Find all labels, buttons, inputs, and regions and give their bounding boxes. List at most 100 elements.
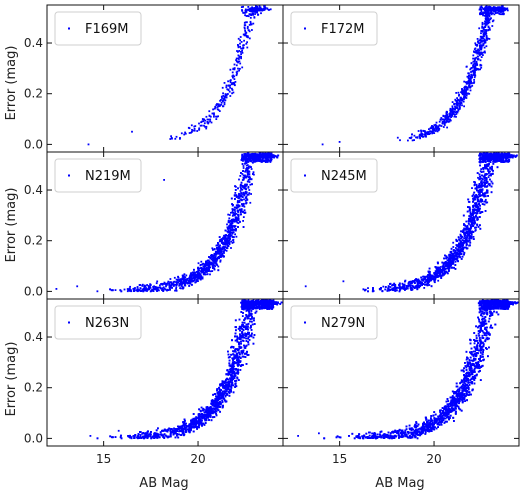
data-point xyxy=(487,37,489,40)
data-point xyxy=(174,283,177,286)
data-point xyxy=(453,103,455,106)
data-point xyxy=(488,14,491,17)
y-tick-label: 0.0 xyxy=(24,137,43,151)
data-point xyxy=(215,244,218,247)
data-point xyxy=(209,273,211,276)
data-point xyxy=(474,44,477,46)
data-point xyxy=(461,93,464,96)
data-point xyxy=(172,281,175,284)
data-point xyxy=(158,286,161,289)
data-point xyxy=(252,156,255,159)
data-point xyxy=(229,68,232,71)
data-point xyxy=(435,121,438,124)
data-point xyxy=(474,58,476,61)
data-point xyxy=(486,6,488,9)
data-point xyxy=(408,137,411,139)
data-point xyxy=(424,133,427,136)
data-point xyxy=(168,282,171,285)
data-point xyxy=(254,13,256,15)
data-point xyxy=(472,206,474,208)
data-point xyxy=(476,68,479,71)
data-point xyxy=(212,112,215,115)
data-point xyxy=(196,275,199,277)
data-point xyxy=(440,125,443,127)
data-point xyxy=(155,286,158,289)
data-point xyxy=(200,276,203,279)
data-point xyxy=(441,118,444,121)
data-point xyxy=(213,256,215,259)
outlier-point xyxy=(131,130,133,133)
data-point xyxy=(480,48,483,51)
data-point xyxy=(241,10,244,12)
data-point xyxy=(428,128,430,131)
data-point xyxy=(227,245,230,247)
legend-label: N219M xyxy=(85,169,131,184)
data-point xyxy=(209,270,212,273)
data-point xyxy=(247,157,250,159)
data-point xyxy=(237,219,240,222)
data-point xyxy=(213,268,216,271)
data-point xyxy=(208,268,210,271)
data-point xyxy=(458,94,460,97)
data-point xyxy=(227,84,230,87)
data-point xyxy=(491,25,494,27)
data-point xyxy=(207,121,210,124)
data-point xyxy=(229,220,232,222)
data-point xyxy=(240,41,243,43)
data-point xyxy=(480,168,483,170)
data-point xyxy=(501,13,503,16)
data-point xyxy=(473,67,476,69)
data-point xyxy=(197,266,199,269)
data-point xyxy=(229,81,232,84)
data-point xyxy=(255,5,257,8)
data-point xyxy=(237,54,240,57)
data-point xyxy=(228,90,231,93)
data-point xyxy=(145,287,147,289)
data-point xyxy=(477,40,479,43)
data-point xyxy=(466,235,468,237)
data-point xyxy=(251,6,253,9)
y-tick-label: 0.0 xyxy=(24,284,43,298)
data-point xyxy=(497,7,500,10)
data-point xyxy=(225,249,228,252)
data-point xyxy=(217,109,220,111)
data-point xyxy=(262,157,265,159)
data-point xyxy=(252,171,255,174)
data-point xyxy=(200,275,203,278)
data-point xyxy=(434,123,437,126)
data-point xyxy=(234,81,237,83)
data-point xyxy=(251,183,253,186)
data-point xyxy=(208,262,211,265)
data-point xyxy=(251,153,254,156)
y-axis-label-middle: Error (mag) xyxy=(4,188,19,263)
data-point xyxy=(477,55,479,58)
data-point xyxy=(231,220,234,223)
data-point xyxy=(237,197,240,200)
data-point xyxy=(217,256,219,259)
data-point xyxy=(237,216,240,218)
data-point xyxy=(243,39,245,42)
data-point xyxy=(237,209,239,212)
data-point xyxy=(217,269,220,272)
data-point xyxy=(244,158,247,161)
data-point xyxy=(248,153,251,156)
data-point xyxy=(253,173,255,176)
data-point xyxy=(489,6,492,8)
data-point xyxy=(226,238,229,240)
data-point xyxy=(224,246,227,248)
data-point xyxy=(219,248,222,250)
data-point xyxy=(231,92,233,95)
data-point xyxy=(250,158,253,160)
data-point xyxy=(448,120,451,123)
data-point xyxy=(492,6,495,8)
data-point xyxy=(206,273,209,276)
data-point xyxy=(488,21,491,24)
x-axis-label-left: AB Mag xyxy=(139,476,188,491)
data-point xyxy=(268,8,271,11)
data-point xyxy=(175,287,177,290)
data-point xyxy=(201,263,203,266)
data-point xyxy=(257,13,260,16)
data-point xyxy=(246,41,248,44)
data-point xyxy=(235,216,238,219)
data-point xyxy=(233,225,236,227)
